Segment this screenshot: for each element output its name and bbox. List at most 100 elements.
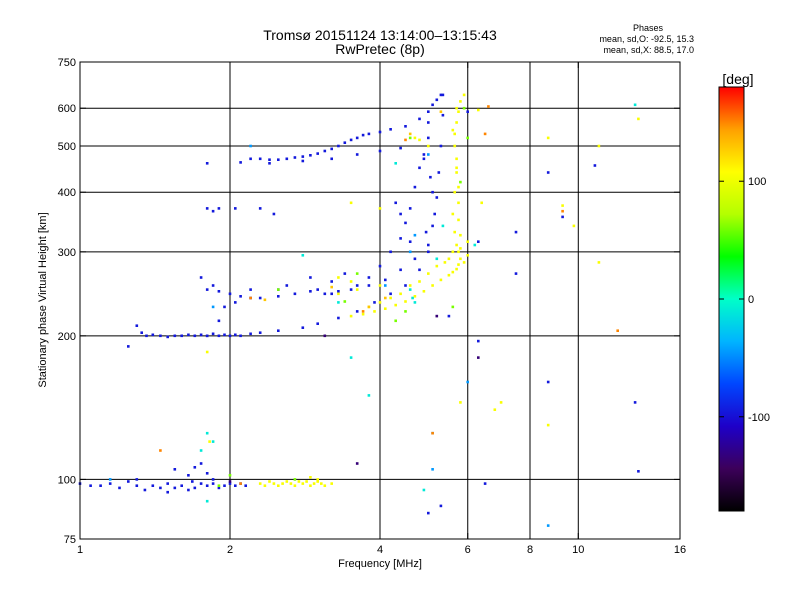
data-point xyxy=(211,482,215,485)
data-point xyxy=(234,207,237,210)
data-point xyxy=(145,334,148,338)
data-point xyxy=(367,276,371,279)
data-point xyxy=(258,331,262,334)
data-point xyxy=(429,175,432,179)
data-point xyxy=(441,224,445,228)
data-point xyxy=(408,240,412,243)
data-point xyxy=(457,185,460,189)
data-point xyxy=(118,486,121,490)
data-point xyxy=(355,272,359,275)
data-point xyxy=(367,132,371,136)
y-tick-label: 600 xyxy=(58,103,76,115)
data-point xyxy=(349,314,353,318)
data-point xyxy=(277,484,280,487)
data-point xyxy=(337,276,340,279)
data-point xyxy=(451,128,455,132)
data-point xyxy=(457,110,460,113)
data-point xyxy=(289,482,293,485)
data-point xyxy=(127,480,130,483)
data-point xyxy=(546,380,550,384)
data-point xyxy=(418,117,421,121)
data-point xyxy=(355,136,359,140)
data-point xyxy=(135,324,139,327)
data-point xyxy=(205,334,209,338)
data-point xyxy=(597,144,601,148)
data-point xyxy=(633,401,637,404)
data-point xyxy=(323,334,327,338)
data-point xyxy=(457,218,460,222)
data-point xyxy=(394,162,397,165)
data-point xyxy=(330,157,333,161)
data-point xyxy=(422,157,426,161)
data-point xyxy=(431,224,434,228)
data-point xyxy=(355,462,359,465)
data-point xyxy=(480,201,483,205)
data-point xyxy=(239,334,242,338)
data-point xyxy=(427,511,430,515)
data-point xyxy=(228,292,232,296)
data-point xyxy=(593,164,597,167)
data-point xyxy=(320,482,323,485)
data-point xyxy=(439,278,443,282)
data-point xyxy=(258,296,262,300)
data-point xyxy=(217,486,221,490)
data-point xyxy=(466,136,469,140)
data-point xyxy=(411,296,414,300)
data-point xyxy=(135,478,139,481)
data-point xyxy=(199,449,203,452)
data-point xyxy=(514,230,518,234)
data-point xyxy=(459,180,462,184)
data-point xyxy=(384,296,387,300)
data-point xyxy=(228,480,232,483)
data-point xyxy=(427,250,430,254)
data-point xyxy=(389,296,392,300)
data-point xyxy=(418,268,421,272)
data-point xyxy=(453,132,456,136)
data-point xyxy=(199,482,203,485)
data-point xyxy=(455,106,458,110)
data-point xyxy=(361,312,365,316)
data-point xyxy=(404,138,407,142)
data-point xyxy=(349,356,353,359)
phase-stats-heading: Phases xyxy=(633,23,664,33)
data-point xyxy=(413,257,417,261)
data-point xyxy=(205,499,209,503)
data-point xyxy=(404,221,407,225)
data-point xyxy=(268,158,271,161)
chart-subtitle: RwPretec (8p) xyxy=(335,41,424,57)
data-point xyxy=(140,331,143,334)
data-point xyxy=(424,230,428,234)
data-point xyxy=(378,301,382,304)
data-point xyxy=(159,334,162,338)
data-point xyxy=(408,132,412,136)
data-point xyxy=(301,326,305,329)
y-tick-label: 200 xyxy=(58,331,76,343)
data-point xyxy=(277,288,280,291)
data-point xyxy=(205,162,209,165)
data-point xyxy=(459,401,462,404)
data-point xyxy=(455,171,458,174)
y-tick-label: 300 xyxy=(58,247,76,259)
data-point xyxy=(408,284,412,287)
x-tick-label: 4 xyxy=(377,544,383,556)
data-point xyxy=(422,488,426,492)
data-point xyxy=(384,278,387,282)
data-point xyxy=(546,423,550,427)
data-point xyxy=(399,237,402,240)
data-point xyxy=(277,329,280,332)
data-point xyxy=(199,462,203,465)
data-point xyxy=(312,482,316,485)
data-point xyxy=(355,310,359,313)
data-point xyxy=(399,292,402,296)
data-point xyxy=(439,144,443,148)
data-point xyxy=(263,298,267,302)
colorbar-ticks: 100 0 -100 xyxy=(719,176,770,424)
data-point xyxy=(305,480,308,483)
data-point xyxy=(263,484,267,487)
data-point xyxy=(309,484,312,487)
data-point xyxy=(408,136,412,140)
data-point xyxy=(561,204,564,207)
data-point xyxy=(439,93,443,97)
data-point xyxy=(441,113,445,117)
